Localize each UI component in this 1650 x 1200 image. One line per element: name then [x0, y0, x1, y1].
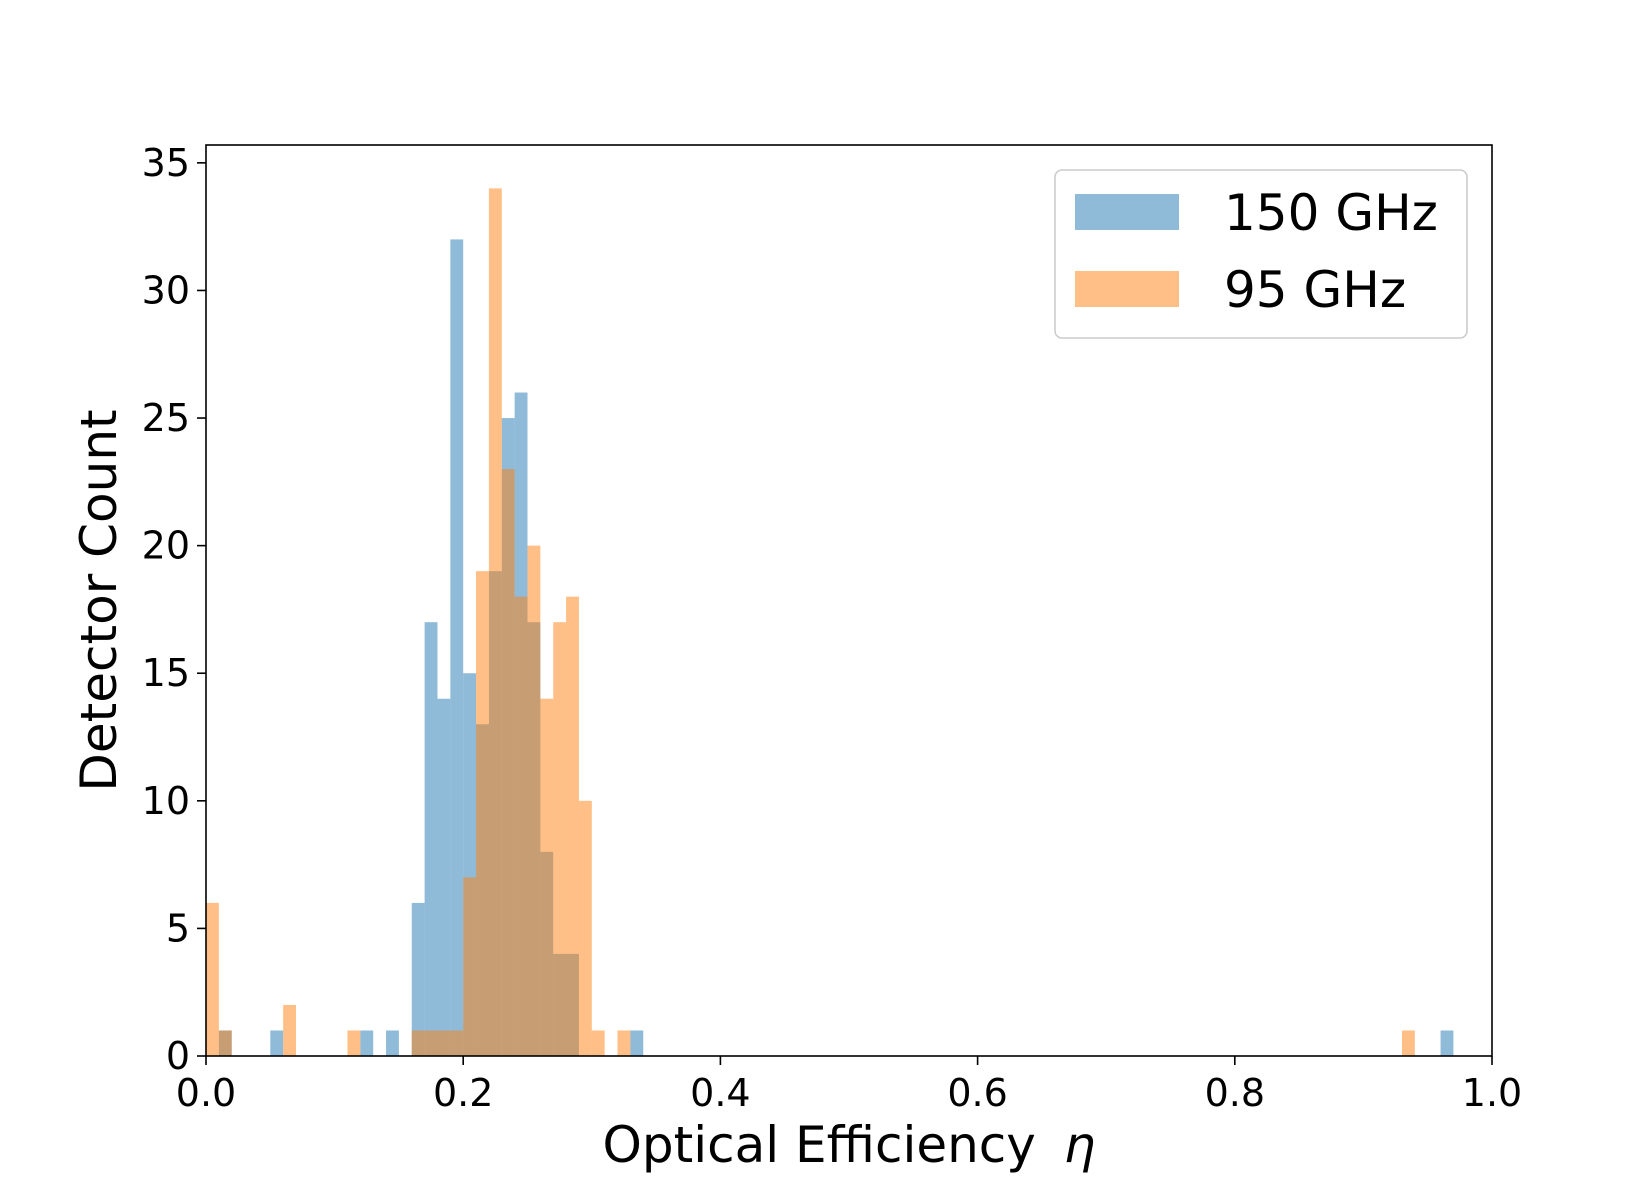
x-tick-label: 0.0: [176, 1071, 236, 1115]
histogram-bar: [424, 622, 438, 1056]
legend-swatch: [1075, 271, 1179, 307]
x-axis-title: Optical Efficiency η: [603, 1116, 1096, 1174]
histogram-bar: [411, 902, 425, 1056]
histogram-bar: [283, 1004, 297, 1056]
histogram-bar: [1440, 1030, 1454, 1056]
histogram-bar: [476, 571, 489, 1056]
histogram-bar: [270, 1030, 284, 1056]
x-axis: 0.0 0.2 0.4 0.6 0.8 1.0: [176, 1056, 1522, 1115]
histogram-bars: [206, 188, 1454, 1057]
series-1-bars: [206, 188, 1415, 1056]
x-tick-label: 1.0: [1462, 1071, 1522, 1115]
histogram-bar: [411, 1030, 425, 1056]
histogram-bar: [514, 596, 528, 1056]
legend: 150 GHz 95 GHz: [1054, 169, 1468, 339]
x-tick-label: 0.6: [947, 1071, 1007, 1115]
histogram-bar: [386, 1030, 399, 1056]
x-axis-title-symbol: η: [1064, 1116, 1096, 1174]
y-tick-label: 25: [142, 396, 190, 440]
histogram-bar: [450, 239, 464, 1057]
histogram-bar: [553, 622, 567, 1056]
y-axis: 0 5 10 15 20 25 30 35: [142, 141, 206, 1078]
x-tick-label: 0.8: [1205, 1071, 1265, 1115]
x-tick-label: 0.2: [433, 1071, 493, 1115]
histogram-bar: [347, 1030, 361, 1056]
histogram-bar: [591, 1030, 605, 1056]
y-tick-label: 5: [166, 906, 190, 950]
histogram-bar: [566, 596, 579, 1056]
histogram-bar: [206, 902, 219, 1056]
y-tick-label: 35: [142, 141, 190, 185]
histogram-bar: [450, 1030, 464, 1056]
histogram-bar: [527, 545, 541, 1056]
legend-swatch: [1075, 194, 1179, 230]
plot-area-frame: [205, 144, 1493, 1057]
histogram-bar: [540, 698, 554, 1056]
y-tick-label: 15: [142, 651, 190, 695]
y-axis-title: Detector Count: [70, 409, 128, 791]
histogram-bar: [437, 698, 451, 1056]
legend-label: 95 GHz: [1224, 261, 1406, 319]
histogram-bar: [463, 877, 477, 1056]
x-tick-label: 0.4: [690, 1071, 750, 1115]
histogram-bar: [617, 1030, 631, 1056]
histogram-bar: [488, 188, 502, 1056]
histogram-bar: [424, 1030, 438, 1056]
x-axis-title-text: Optical Efficiency: [603, 1116, 1036, 1174]
y-tick-label: 20: [142, 524, 190, 568]
histogram-bar: [630, 1030, 644, 1056]
histogram-bar: [1401, 1030, 1415, 1056]
histogram-bar: [437, 1030, 451, 1056]
y-tick-label: 30: [142, 268, 190, 312]
series-0-bars: [218, 239, 1454, 1057]
histogram-bar: [360, 1030, 374, 1056]
histogram-bar: [501, 469, 515, 1056]
histogram-bar: [218, 1030, 232, 1056]
y-tick-label: 0: [166, 1034, 190, 1078]
y-tick-label: 10: [142, 779, 190, 823]
histogram-bar: [578, 800, 592, 1056]
legend-label: 150 GHz: [1224, 184, 1438, 242]
